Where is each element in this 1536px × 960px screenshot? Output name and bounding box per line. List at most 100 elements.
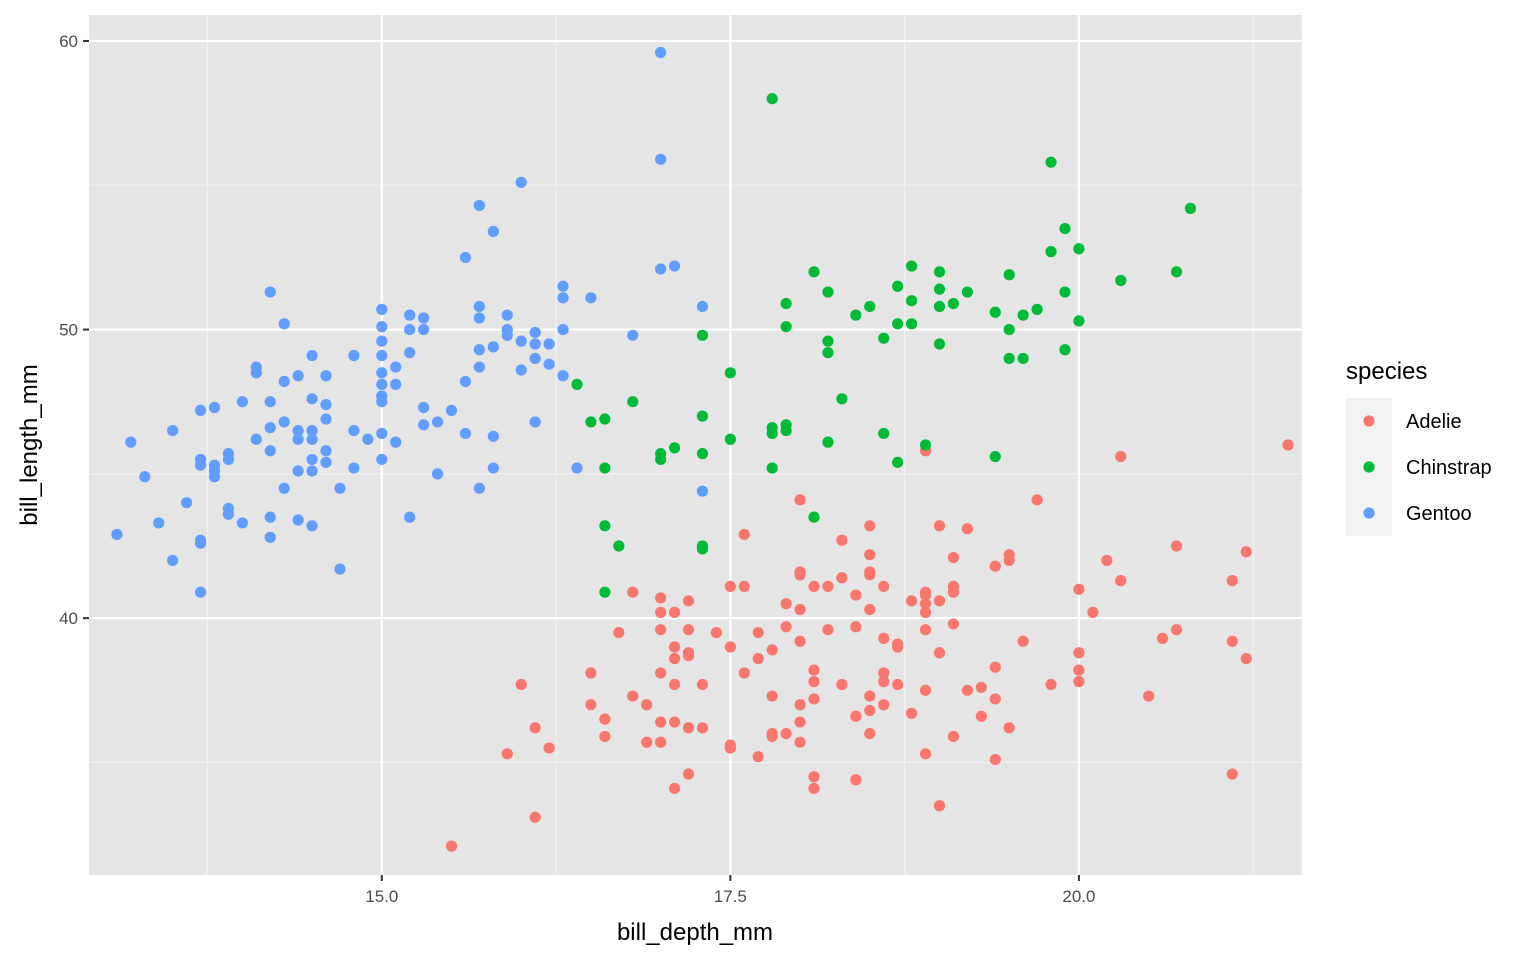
point-adelie <box>752 751 764 763</box>
point-adelie <box>1143 690 1155 702</box>
point-adelie <box>668 782 681 795</box>
point-gentoo <box>501 329 513 341</box>
point-adelie <box>989 560 1001 572</box>
point-gentoo <box>459 251 472 264</box>
point-adelie <box>668 652 681 665</box>
point-adelie <box>1156 632 1169 644</box>
point-adelie <box>919 598 932 610</box>
y-tick-label: 50 <box>59 321 78 340</box>
point-gentoo <box>292 424 304 437</box>
point-adelie <box>836 534 848 546</box>
legend-label-chinstrap: Chinstrap <box>1406 457 1492 479</box>
point-gentoo <box>264 422 276 434</box>
point-adelie <box>878 676 890 688</box>
point-gentoo <box>376 427 388 440</box>
point-adelie <box>989 661 1001 673</box>
point-adelie <box>710 626 723 639</box>
point-chinstrap <box>1017 352 1029 365</box>
point-gentoo <box>111 528 123 541</box>
point-adelie <box>864 520 876 532</box>
legend-label-adelie: Adelie <box>1406 411 1462 433</box>
point-adelie <box>529 722 541 734</box>
point-gentoo <box>167 554 179 567</box>
point-chinstrap <box>571 378 583 390</box>
point-adelie <box>1115 575 1127 587</box>
point-gentoo <box>487 225 499 238</box>
point-gentoo <box>557 370 569 382</box>
point-chinstrap <box>1059 222 1071 235</box>
x-tick-labels: 15.0 17.5 20.0 <box>365 887 1095 906</box>
point-adelie <box>850 774 862 786</box>
x-axis-title: bill_depth_mm <box>617 919 773 946</box>
point-gentoo <box>696 485 709 497</box>
point-chinstrap <box>989 450 1001 463</box>
point-gentoo <box>264 531 276 543</box>
point-gentoo <box>668 260 681 272</box>
point-adelie <box>975 681 987 694</box>
point-chinstrap <box>696 329 709 341</box>
point-adelie <box>836 572 848 584</box>
point-gentoo <box>208 471 221 483</box>
point-adelie <box>878 667 890 679</box>
point-chinstrap <box>1045 156 1057 168</box>
minor-gridlines <box>89 15 1302 875</box>
point-gentoo <box>153 517 165 529</box>
point-chinstrap <box>1003 323 1015 336</box>
point-gentoo <box>529 416 541 428</box>
point-gentoo <box>376 335 388 347</box>
point-chinstrap <box>989 306 1001 318</box>
point-gentoo <box>194 459 207 471</box>
point-gentoo <box>445 404 458 416</box>
point-adelie <box>864 549 876 561</box>
point-chinstrap <box>822 347 834 359</box>
point-gentoo <box>292 514 304 526</box>
point-chinstrap <box>822 335 834 347</box>
point-gentoo <box>376 349 388 362</box>
point-adelie <box>585 699 597 711</box>
data-points <box>111 46 1294 852</box>
point-adelie <box>1073 676 1085 688</box>
point-adelie <box>1170 540 1183 552</box>
point-adelie <box>1226 635 1238 647</box>
point-adelie <box>1240 546 1252 558</box>
point-gentoo <box>208 401 221 414</box>
point-adelie <box>1226 768 1238 780</box>
point-gentoo <box>418 323 430 336</box>
point-adelie <box>724 580 736 593</box>
point-adelie <box>794 716 806 728</box>
point-chinstrap <box>585 416 597 428</box>
point-adelie <box>794 566 806 578</box>
point-adelie <box>780 621 792 633</box>
point-chinstrap <box>1031 303 1043 315</box>
y-tick-labels: 40 50 60 <box>59 32 78 628</box>
point-gentoo <box>292 465 304 477</box>
point-adelie <box>864 566 876 578</box>
point-gentoo <box>529 352 541 365</box>
point-gentoo <box>264 286 276 298</box>
point-gentoo <box>431 468 444 480</box>
x-tick-label: 20.0 <box>1062 887 1095 906</box>
point-gentoo <box>487 430 499 442</box>
point-chinstrap <box>599 520 611 532</box>
point-gentoo <box>487 462 499 474</box>
point-adelie <box>989 753 1001 766</box>
point-adelie <box>919 589 932 601</box>
point-gentoo <box>362 433 374 445</box>
point-chinstrap <box>933 338 946 350</box>
x-tick-label: 17.5 <box>714 887 747 906</box>
point-adelie <box>1031 494 1043 506</box>
point-adelie <box>738 528 750 541</box>
point-gentoo <box>306 393 318 405</box>
point-adelie <box>613 626 625 639</box>
point-gentoo <box>306 520 318 532</box>
point-gentoo <box>473 312 485 324</box>
point-gentoo <box>167 424 179 437</box>
point-adelie <box>961 684 973 696</box>
point-gentoo <box>390 361 402 373</box>
point-gentoo <box>515 176 527 188</box>
point-chinstrap <box>1003 269 1015 281</box>
point-adelie <box>766 644 778 656</box>
point-adelie <box>655 592 667 604</box>
point-chinstrap <box>1017 309 1029 321</box>
point-chinstrap <box>655 453 667 466</box>
